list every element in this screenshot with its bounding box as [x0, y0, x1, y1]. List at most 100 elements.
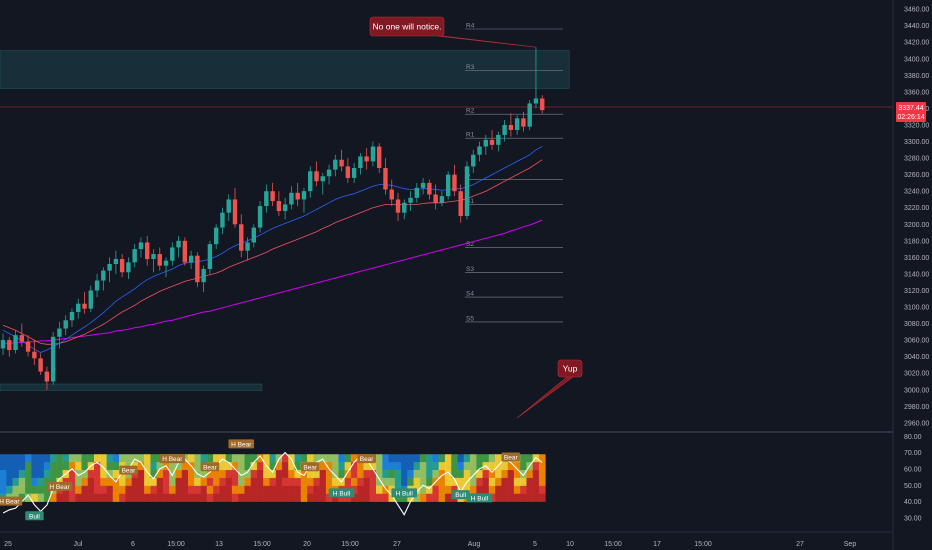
candle-body[interactable]: [101, 270, 106, 281]
candle-body[interactable]: [119, 259, 125, 273]
candle-body[interactable]: [195, 255, 200, 283]
candle-body[interactable]: [533, 98, 539, 104]
candle-body[interactable]: [483, 139, 488, 147]
candle-body[interactable]: [471, 154, 476, 167]
candle-body[interactable]: [19, 335, 25, 342]
candle-body[interactable]: [333, 159, 338, 170]
candle-body[interactable]: [395, 199, 401, 213]
candle-body[interactable]: [439, 196, 445, 203]
candle-body[interactable]: [32, 351, 37, 359]
candle-body[interactable]: [220, 212, 225, 228]
candle-body[interactable]: [383, 168, 388, 190]
candle-body[interactable]: [489, 139, 495, 145]
candle-body[interactable]: [527, 103, 532, 127]
candle-body[interactable]: [264, 191, 269, 207]
candle-body[interactable]: [502, 124, 507, 135]
candle-body[interactable]: [408, 197, 413, 203]
candle-body[interactable]: [157, 254, 162, 266]
candle-body[interactable]: [82, 303, 87, 309]
candle-body[interactable]: [38, 358, 43, 372]
candle-body[interactable]: [389, 189, 394, 200]
candle-body[interactable]: [94, 280, 100, 291]
candle-body[interactable]: [370, 146, 376, 162]
candle-body[interactable]: [126, 262, 131, 273]
candle-body[interactable]: [452, 174, 457, 192]
candle-body[interactable]: [427, 182, 432, 195]
candle-body[interactable]: [458, 191, 463, 216]
candle-body[interactable]: [377, 146, 382, 169]
time-axis[interactable]: 25 Jul 6 15:00 13 15:00 20 15:00 27 Aug 5 10 15:00 17…: [4, 541, 856, 548]
candle-body[interactable]: [7, 340, 12, 351]
candle-body[interactable]: [308, 171, 313, 192]
candle-body[interactable]: [314, 171, 319, 182]
candle-body[interactable]: [151, 254, 156, 260]
candle-body[interactable]: [496, 134, 501, 145]
heatmap-cell: [206, 454, 214, 463]
candle-body[interactable]: [420, 182, 426, 188]
candle-body[interactable]: [445, 174, 451, 197]
candle-body[interactable]: [113, 259, 119, 264]
candle-body[interactable]: [508, 124, 514, 130]
candle-body[interactable]: [57, 328, 62, 337]
candle-body[interactable]: [63, 320, 68, 329]
candle-body[interactable]: [188, 255, 194, 263]
candle-body[interactable]: [257, 206, 263, 228]
candle-body[interactable]: [182, 240, 188, 263]
candle-body[interactable]: [345, 166, 351, 178]
candle-body[interactable]: [50, 336, 56, 382]
callout-box[interactable]: [369, 16, 445, 37]
candle-body[interactable]: [351, 168, 357, 178]
candle-body[interactable]: [88, 290, 93, 309]
candle-body[interactable]: [132, 249, 137, 263]
candle-body[interactable]: [414, 187, 420, 198]
candle-body[interactable]: [301, 191, 307, 200]
heatmap-cell: [6, 462, 13, 471]
candle-body[interactable]: [276, 201, 282, 212]
callout-box[interactable]: [557, 359, 583, 378]
candle-body[interactable]: [320, 176, 325, 182]
candle-body[interactable]: [358, 156, 363, 169]
candle-body[interactable]: [521, 118, 526, 127]
candle-body[interactable]: [107, 263, 112, 271]
candle-body[interactable]: [402, 202, 407, 213]
candle-body[interactable]: [364, 156, 369, 162]
candle-body[interactable]: [464, 166, 470, 216]
candle-body[interactable]: [232, 199, 238, 225]
candle-body[interactable]: [207, 244, 213, 269]
oscillator-axis[interactable]: 80.00 70.00 60.00 50.00 40.00 30.00: [904, 434, 922, 523]
price-tick-label: 3400.00: [904, 56, 929, 63]
heatmap-cell: [81, 470, 89, 479]
heatmap-cell: [444, 493, 452, 502]
candle-body[interactable]: [245, 242, 250, 251]
candle-body[interactable]: [69, 311, 75, 321]
heatmap-cell: [463, 454, 471, 463]
candle-body[interactable]: [433, 194, 438, 203]
candle-body[interactable]: [514, 118, 520, 130]
candle-body[interactable]: [138, 242, 144, 250]
candlesticks[interactable]: [0, 47, 545, 390]
candle-body[interactable]: [0, 340, 6, 349]
candle-body[interactable]: [213, 227, 219, 245]
candle-body[interactable]: [44, 371, 50, 382]
candle-body[interactable]: [226, 199, 231, 213]
candle-body[interactable]: [145, 242, 150, 260]
candle-body[interactable]: [239, 224, 244, 251]
candle-body[interactable]: [282, 204, 288, 212]
candle-body[interactable]: [176, 240, 181, 248]
candle-body[interactable]: [326, 169, 332, 177]
candle-body[interactable]: [289, 192, 294, 205]
candle-body[interactable]: [339, 159, 344, 167]
candle-body[interactable]: [163, 260, 169, 266]
candle-body[interactable]: [295, 192, 300, 200]
annotations[interactable]: No one will notice. Yup: [369, 16, 583, 419]
candle-body[interactable]: [170, 247, 175, 261]
candle-body[interactable]: [251, 227, 256, 243]
candle-body[interactable]: [540, 98, 545, 111]
candle-body[interactable]: [25, 341, 31, 352]
candle-body[interactable]: [201, 268, 206, 283]
candle-body[interactable]: [477, 146, 482, 155]
candle-body[interactable]: [13, 335, 18, 351]
candle-body[interactable]: [76, 303, 81, 312]
candle-body[interactable]: [270, 191, 275, 202]
